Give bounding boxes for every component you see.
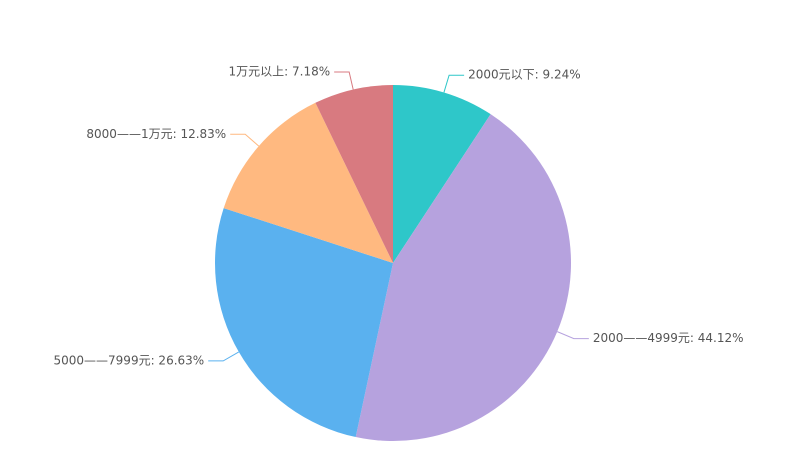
pie-slice: [214, 208, 393, 438]
leader-line: [443, 74, 465, 93]
pie-slice: [393, 85, 491, 263]
leader-line: [334, 71, 354, 90]
data-label: 1万元以上: 7.18%: [229, 64, 331, 78]
leader-line: [208, 351, 240, 362]
data-label: 8000——1万元: 12.83%: [86, 127, 226, 141]
pie-slice: [223, 102, 393, 263]
leader-line: [557, 331, 589, 340]
pie-slice: [315, 85, 393, 263]
pie-slice: [355, 114, 571, 441]
leader-line: [230, 133, 260, 147]
data-label: 2000——4999元: 44.12%: [593, 331, 744, 345]
data-label: 2000元以下: 9.24%: [468, 68, 581, 82]
data-label: 5000——7999元: 26.63%: [54, 353, 205, 367]
